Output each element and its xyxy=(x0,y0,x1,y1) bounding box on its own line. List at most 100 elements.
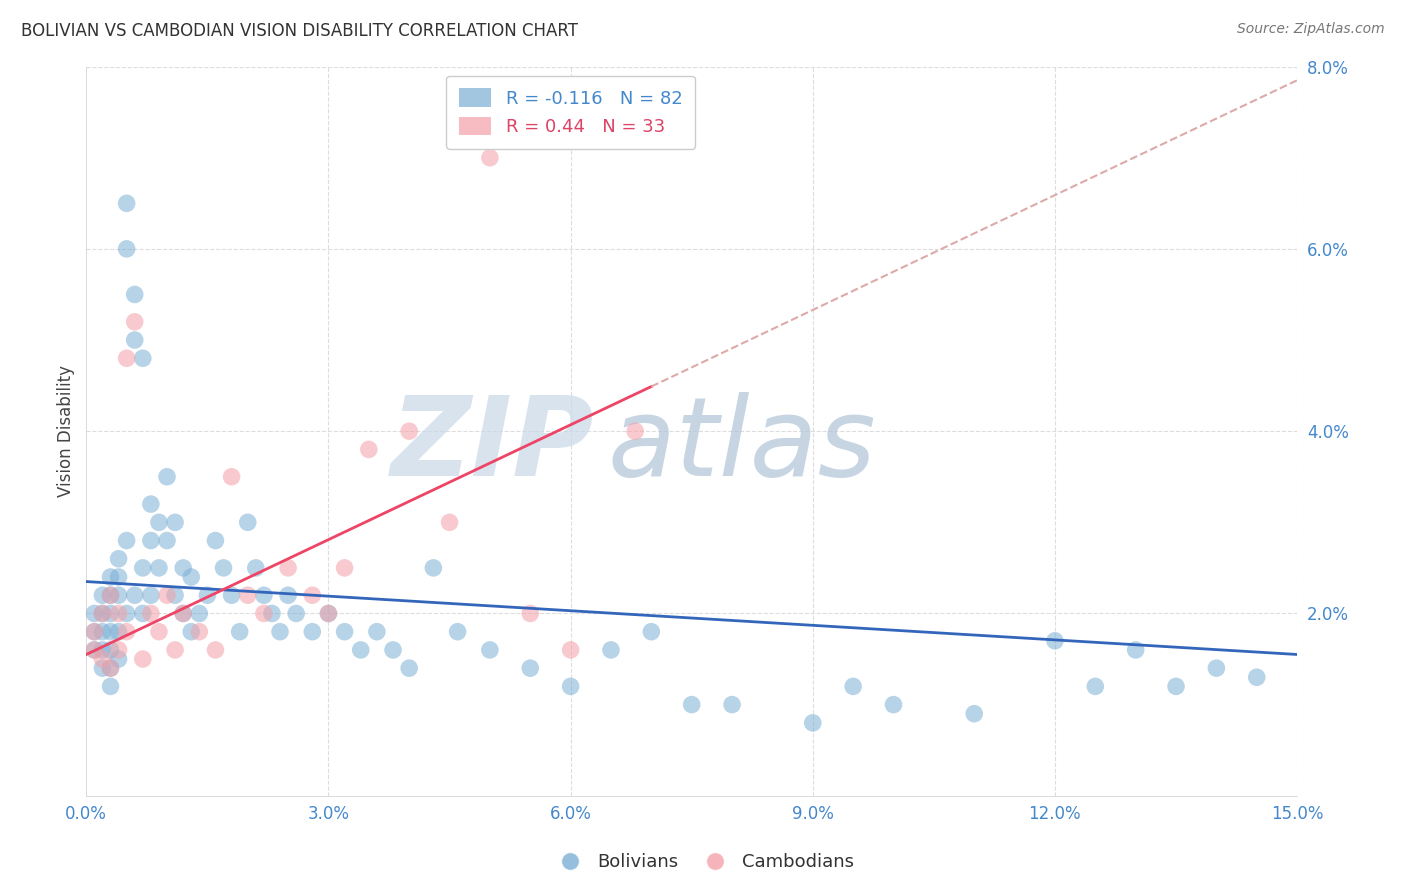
Point xyxy=(1205,661,1227,675)
Point xyxy=(357,442,380,457)
Point xyxy=(172,607,194,621)
Point xyxy=(1125,643,1147,657)
Point xyxy=(382,643,405,657)
Point xyxy=(318,607,340,621)
Point xyxy=(236,516,259,530)
Point xyxy=(91,607,114,621)
Text: ZIP: ZIP xyxy=(391,392,595,500)
Point xyxy=(1246,670,1268,684)
Point xyxy=(446,624,468,639)
Point xyxy=(165,516,187,530)
Point xyxy=(301,624,323,639)
Text: BOLIVIAN VS CAMBODIAN VISION DISABILITY CORRELATION CHART: BOLIVIAN VS CAMBODIAN VISION DISABILITY … xyxy=(21,22,578,40)
Point xyxy=(91,643,114,657)
Point xyxy=(100,607,122,621)
Point xyxy=(83,624,105,639)
Point xyxy=(285,607,308,621)
Point xyxy=(560,679,582,693)
Point xyxy=(100,661,122,675)
Point xyxy=(188,607,211,621)
Point xyxy=(115,242,138,256)
Point xyxy=(100,679,122,693)
Point xyxy=(478,643,501,657)
Point xyxy=(107,607,129,621)
Point xyxy=(100,643,122,657)
Point xyxy=(269,624,291,639)
Point xyxy=(148,561,170,575)
Point xyxy=(228,624,250,639)
Point xyxy=(398,424,420,438)
Point xyxy=(204,643,226,657)
Point xyxy=(139,497,162,511)
Point xyxy=(115,196,138,211)
Legend: Bolivians, Cambodians: Bolivians, Cambodians xyxy=(546,847,860,879)
Point xyxy=(439,516,461,530)
Point xyxy=(107,643,129,657)
Text: atlas: atlas xyxy=(607,392,876,500)
Point xyxy=(91,661,114,675)
Point xyxy=(560,643,582,657)
Point xyxy=(519,661,541,675)
Point xyxy=(350,643,373,657)
Point xyxy=(83,643,105,657)
Point xyxy=(115,351,138,366)
Point xyxy=(212,561,235,575)
Point xyxy=(115,607,138,621)
Point xyxy=(519,607,541,621)
Point xyxy=(91,607,114,621)
Point xyxy=(91,624,114,639)
Point xyxy=(333,624,356,639)
Point xyxy=(156,469,179,483)
Point xyxy=(124,315,146,329)
Point xyxy=(180,570,202,584)
Point xyxy=(180,624,202,639)
Point xyxy=(301,588,323,602)
Point xyxy=(172,607,194,621)
Point xyxy=(963,706,986,721)
Point xyxy=(107,570,129,584)
Point xyxy=(801,715,824,730)
Point xyxy=(253,607,276,621)
Point xyxy=(1164,679,1187,693)
Point xyxy=(148,624,170,639)
Point xyxy=(148,516,170,530)
Point xyxy=(260,607,283,621)
Point xyxy=(681,698,703,712)
Point xyxy=(188,624,211,639)
Point xyxy=(115,533,138,548)
Point xyxy=(83,643,105,657)
Point xyxy=(100,624,122,639)
Point xyxy=(842,679,865,693)
Point xyxy=(236,588,259,602)
Point xyxy=(333,561,356,575)
Point xyxy=(83,624,105,639)
Point xyxy=(132,351,155,366)
Point xyxy=(640,624,662,639)
Point xyxy=(156,533,179,548)
Point xyxy=(107,551,129,566)
Point xyxy=(165,588,187,602)
Point xyxy=(478,151,501,165)
Point xyxy=(422,561,444,575)
Point xyxy=(124,287,146,301)
Point xyxy=(245,561,267,575)
Point xyxy=(195,588,218,602)
Point xyxy=(132,607,155,621)
Point xyxy=(100,588,122,602)
Point xyxy=(221,588,243,602)
Point xyxy=(132,652,155,666)
Point xyxy=(139,533,162,548)
Text: Source: ZipAtlas.com: Source: ZipAtlas.com xyxy=(1237,22,1385,37)
Point xyxy=(172,561,194,575)
Point xyxy=(107,588,129,602)
Point xyxy=(253,588,276,602)
Point xyxy=(366,624,388,639)
Point xyxy=(721,698,744,712)
Point xyxy=(204,533,226,548)
Point xyxy=(124,588,146,602)
Point xyxy=(115,624,138,639)
Point xyxy=(221,469,243,483)
Point xyxy=(91,652,114,666)
Point xyxy=(1043,633,1066,648)
Point xyxy=(139,607,162,621)
